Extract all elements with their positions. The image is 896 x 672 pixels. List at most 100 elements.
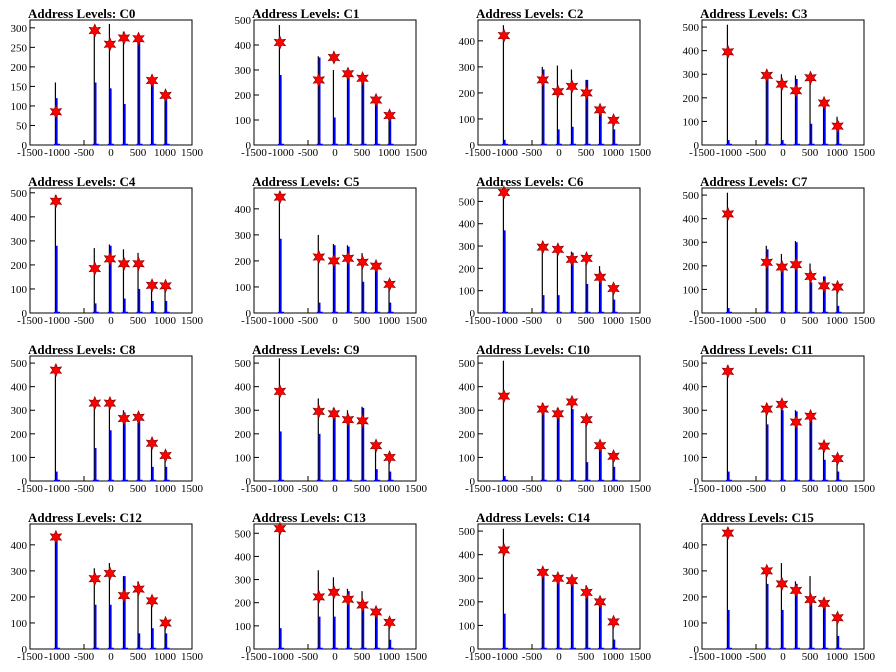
- y-tick-label: 300: [683, 237, 700, 249]
- y-tick-label: 500: [235, 15, 252, 27]
- x-tick-label: -1500: [689, 651, 715, 663]
- x-tick-label: 1500: [853, 147, 876, 159]
- peak-marker: [273, 384, 287, 399]
- x-tick-label: 1000: [378, 483, 401, 495]
- peak-marker: [497, 388, 511, 404]
- x-tick-label: -1000: [716, 315, 742, 327]
- x-tick-label: -1000: [492, 483, 518, 495]
- y-tick-label: 0: [246, 476, 252, 488]
- y-tick-label: 200: [235, 429, 252, 441]
- peak-marker: [312, 404, 326, 419]
- peak-marker: [831, 610, 844, 626]
- y-tick-label: 300: [235, 230, 252, 242]
- x-tick-label: -500: [746, 315, 767, 327]
- y-tick-label: 300: [459, 405, 476, 417]
- histogram-panel: Address Levels: C5 0 100 200 300 400 -1500 -100…: [235, 174, 428, 327]
- histogram-panel: Address Levels: C15 0 100 200 300 400 -1500 -10…: [683, 510, 876, 663]
- peak-marker: [580, 412, 593, 427]
- y-tick-label: 400: [235, 204, 252, 216]
- peak-marker: [383, 277, 396, 292]
- peak-marker: [536, 72, 550, 88]
- peak-marker: [49, 529, 63, 545]
- x-tick-label: -1500: [17, 147, 43, 159]
- y-tick-label: 200: [459, 429, 476, 441]
- peak-marker: [721, 364, 735, 379]
- peak-marker: [551, 242, 565, 257]
- y-tick-label: 400: [683, 46, 700, 58]
- y-tick-label: 300: [235, 575, 252, 587]
- x-tick-label: 500: [578, 651, 595, 663]
- x-tick-label: -500: [746, 651, 767, 663]
- x-tick-label: -1500: [17, 483, 43, 495]
- peak-marker: [369, 438, 383, 453]
- peak-marker: [356, 254, 369, 270]
- y-tick-label: 200: [459, 88, 476, 100]
- x-tick-label: -500: [298, 651, 319, 663]
- y-tick-label: 200: [11, 260, 28, 272]
- peak-marker: [383, 450, 396, 465]
- x-tick-label: 1000: [826, 483, 849, 495]
- y-tick-label: 100: [11, 284, 28, 296]
- y-tick-label: 300: [11, 566, 28, 578]
- peak-marker: [312, 72, 326, 88]
- histogram-panel: Address Levels: C80100200300400500-1500-…: [11, 342, 204, 495]
- y-tick-label: 100: [459, 620, 476, 632]
- peak-marker: [369, 604, 383, 620]
- peak-marker: [159, 615, 172, 631]
- x-tick-label: 1000: [602, 147, 625, 159]
- y-tick-label: 100: [459, 286, 476, 298]
- peak-marker: [49, 193, 63, 209]
- peak-marker: [760, 255, 774, 270]
- peak-marker: [341, 66, 355, 82]
- x-tick-label: -1500: [465, 483, 491, 495]
- x-tick-label: -1500: [17, 651, 43, 663]
- y-tick-label: 0: [246, 140, 252, 152]
- x-tick-label: -1500: [241, 147, 267, 159]
- peak-marker: [775, 576, 789, 592]
- y-tick-label: 100: [11, 452, 28, 464]
- x-tick-label: -500: [74, 651, 95, 663]
- y-tick-label: 400: [11, 212, 28, 224]
- peak-marker: [327, 585, 341, 600]
- x-tick-label: -500: [74, 315, 95, 327]
- y-tick-label: 300: [11, 23, 28, 35]
- peak-marker: [580, 85, 593, 101]
- x-tick-label: 0: [556, 147, 562, 159]
- peak-marker: [497, 542, 511, 558]
- y-tick-label: 500: [683, 358, 700, 370]
- x-tick-label: 1500: [853, 483, 876, 495]
- y-tick-label: 300: [459, 62, 476, 74]
- y-tick-label: 50: [16, 120, 28, 132]
- x-tick-label: 1500: [629, 651, 652, 663]
- peak-marker: [565, 394, 579, 410]
- x-tick-label: -1500: [241, 483, 267, 495]
- y-tick-label: 400: [11, 540, 28, 552]
- x-tick-label: 1500: [853, 651, 876, 663]
- x-tick-label: -1500: [241, 651, 267, 663]
- peak-marker: [817, 95, 831, 111]
- x-tick-label: 1500: [405, 315, 428, 327]
- y-tick-label: 400: [683, 214, 700, 226]
- x-tick-label: -1000: [268, 315, 294, 327]
- x-tick-label: -1500: [689, 315, 715, 327]
- y-tick-label: 0: [694, 140, 700, 152]
- x-tick-label: -500: [74, 147, 95, 159]
- y-tick-label: 500: [11, 358, 28, 370]
- y-tick-label: 300: [459, 573, 476, 585]
- x-tick-label: -1500: [465, 315, 491, 327]
- peak-marker: [831, 279, 844, 295]
- peak-marker: [132, 410, 145, 425]
- peak-marker: [804, 70, 817, 86]
- panel-title: Address Levels: C2: [476, 6, 583, 21]
- x-tick-label: 0: [332, 315, 338, 327]
- y-tick-label: 300: [235, 405, 252, 417]
- peak-marker: [103, 36, 117, 52]
- x-tick-label: 1000: [154, 651, 177, 663]
- y-tick-label: 0: [470, 476, 476, 488]
- histogram-panel: Address Levels: C90100200300400500-1500-…: [235, 342, 428, 495]
- x-tick-label: -1000: [268, 483, 294, 495]
- y-tick-label: 400: [459, 550, 476, 562]
- peak-marker: [593, 270, 607, 285]
- y-tick-label: 400: [235, 40, 252, 52]
- x-tick-label: 500: [578, 315, 595, 327]
